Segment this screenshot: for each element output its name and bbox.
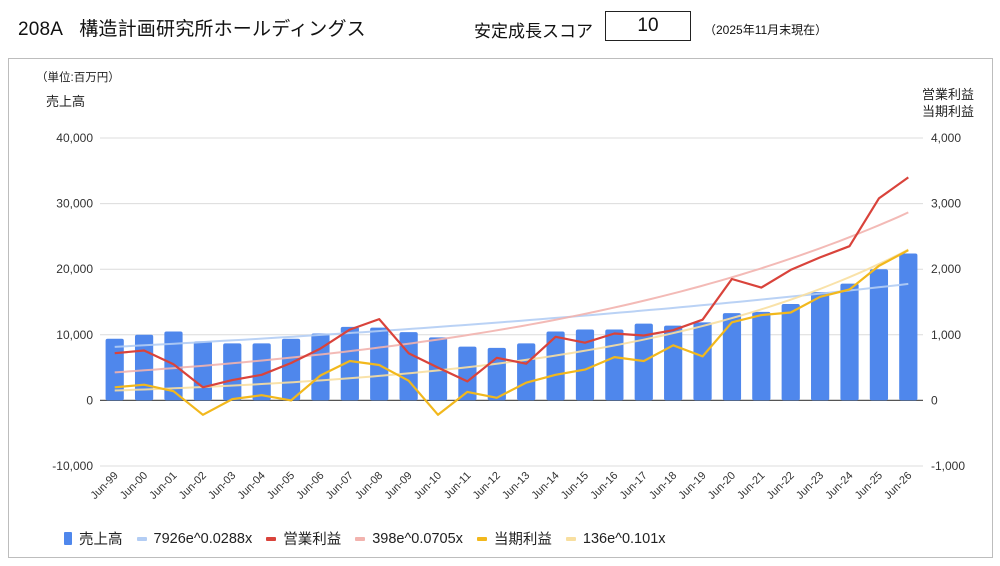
legend-item-net-profit[interactable]: 当期利益	[476, 528, 552, 549]
trendline-operating-profit	[114, 211, 909, 374]
unit-label: （単位:百万円）	[36, 72, 120, 84]
x-tick-label: Jun-99	[89, 470, 121, 502]
x-tick-label: Jun-16	[588, 470, 620, 502]
bar-sales	[546, 331, 565, 401]
bar-sales	[605, 329, 624, 401]
legend-item-net-trend[interactable]: 136e^0.101x	[565, 530, 666, 547]
bar-sales	[722, 313, 742, 401]
x-tick-label: Jun-06	[294, 470, 326, 502]
x-tick-label: Jun-12	[471, 470, 503, 502]
legend-swatch	[136, 536, 147, 541]
bar-sales	[781, 303, 800, 401]
x-tick-label: Jun-18	[647, 470, 679, 502]
bar-sales	[105, 338, 124, 401]
bar-sales	[193, 341, 212, 401]
x-tick-label: Jun-08	[353, 470, 385, 502]
y-tick-left: 10,000	[56, 328, 93, 342]
legend-label: 398e^0.0705x	[372, 530, 463, 547]
y-tick-right: 1,000	[931, 328, 961, 342]
x-tick-label: Jun-17	[618, 470, 650, 502]
x-tick-label: Jun-21	[735, 470, 767, 502]
y-tick-right: 4,000	[931, 131, 961, 145]
as-of-date: （2025年11月末現在）	[704, 23, 828, 37]
y-tick-right: 2,000	[931, 262, 961, 276]
y-tick-left: 0	[86, 393, 93, 407]
x-tick-label: Jun-22	[765, 470, 797, 502]
company-name: 構造計画研究所ホールディングス	[79, 19, 366, 40]
x-tick-label: Jun-14	[529, 470, 561, 502]
x-tick-label: Jun-10	[412, 470, 444, 502]
line-net-profit	[114, 249, 909, 416]
y-tick-left: 40,000	[56, 131, 93, 145]
bar-sales	[458, 346, 477, 401]
chart-frame	[8, 58, 993, 558]
stock-code: 208A	[18, 19, 64, 40]
legend-swatch	[64, 532, 72, 545]
x-tick-label: Jun-01	[147, 470, 179, 502]
x-tick-label: Jun-15	[559, 470, 591, 502]
bar-sales	[899, 253, 918, 401]
legend-label: 営業利益	[283, 532, 342, 548]
legend-item-sales-trend[interactable]: 7926e^0.0288x	[136, 530, 253, 547]
legend-label: 7926e^0.0288x	[153, 530, 253, 547]
y-axis-right-title-line: 営業利益	[922, 87, 975, 102]
legend: 売上高 7926e^0.0288x 営業利益 398e^0.0705x 当期利益…	[64, 528, 680, 549]
x-tick-label: Jun-11	[442, 470, 474, 502]
y-tick-left: 20,000	[56, 262, 93, 276]
x-tick-label: Jun-05	[265, 470, 297, 502]
y-tick-right: 0	[931, 393, 938, 407]
y-axis-right-title: 営業利益 当期利益	[922, 86, 974, 120]
bar-sales	[164, 331, 183, 401]
legend-item-operating-trend[interactable]: 398e^0.0705x	[355, 531, 463, 547]
legend-label: 売上高	[79, 532, 123, 548]
bar-sales	[869, 269, 889, 401]
legend-swatch	[355, 536, 366, 541]
legend-swatch	[476, 536, 487, 541]
y-tick-right: 3,000	[931, 197, 961, 211]
y-axis-left-title: 売上高	[46, 94, 86, 109]
x-tick-label: Jun-25	[853, 470, 885, 502]
bar-sales	[811, 292, 830, 401]
score-label: 安定成長スコア	[474, 22, 593, 41]
page-title: 208A 構造計画研究所ホールディングス	[18, 14, 366, 41]
bar-sales	[664, 325, 683, 401]
x-tick-label: Jun-26	[882, 470, 914, 502]
legend-label: 当期利益	[493, 532, 552, 548]
x-tick-label: Jun-03	[206, 470, 238, 502]
y-tick-left: 30,000	[56, 197, 93, 211]
bar-sales	[693, 322, 712, 401]
y-tick-left: -10,000	[52, 459, 93, 473]
x-tick-label: Jun-23	[794, 470, 826, 502]
x-tick-label: Jun-02	[177, 470, 209, 502]
x-tick-label: Jun-19	[676, 470, 708, 502]
legend-swatch	[266, 536, 277, 541]
y-tick-right: -1,000	[931, 459, 965, 473]
trendline-sales	[114, 282, 909, 348]
x-tick-label: Jun-13	[500, 470, 532, 502]
x-tick-label: Jun-20	[706, 470, 738, 502]
x-tick-label: Jun-24	[823, 470, 855, 502]
legend-item-operating-profit[interactable]: 営業利益	[266, 528, 341, 549]
legend-label: 136e^0.101x	[582, 530, 666, 547]
y-axis-right-title-line: 当期利益	[922, 104, 975, 119]
bar-sales	[340, 326, 359, 401]
bar-sales	[517, 343, 536, 401]
score-value: 10	[605, 11, 691, 41]
x-tick-label: Jun-00	[118, 470, 150, 502]
legend-swatch	[565, 536, 576, 541]
x-tick-label: Jun-07	[324, 470, 356, 502]
bar-sales	[575, 329, 595, 401]
legend-item-sales[interactable]: 売上高	[64, 528, 123, 549]
bar-sales	[487, 347, 506, 401]
bar-sales	[840, 283, 859, 401]
bar-sales	[252, 343, 271, 401]
bar-sales	[428, 337, 448, 401]
line-operating-profit	[114, 176, 909, 389]
bar-sales	[752, 311, 771, 401]
x-tick-label: Jun-09	[382, 470, 414, 502]
bar-sales	[223, 343, 242, 401]
bar-sales	[281, 338, 301, 401]
x-tick-label: Jun-04	[236, 470, 268, 502]
